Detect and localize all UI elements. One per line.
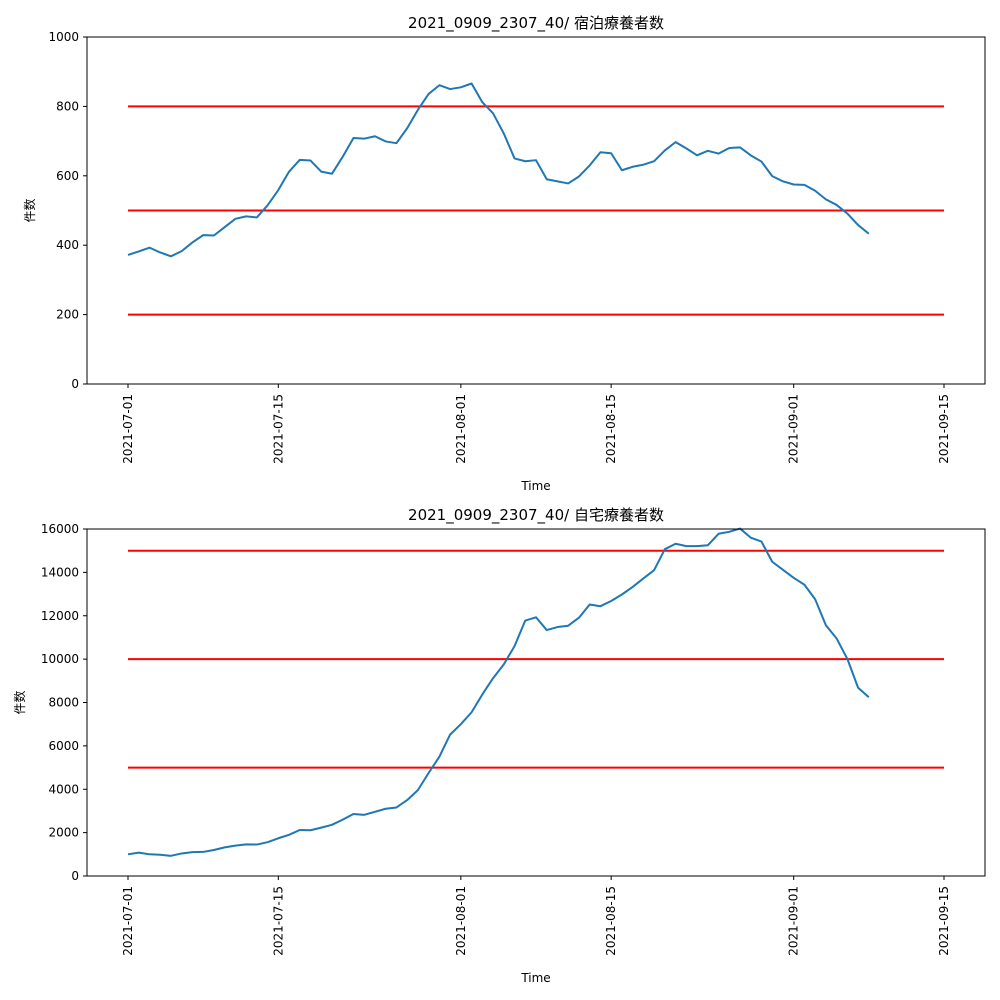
y-tick-label: 14000 — [41, 565, 79, 579]
y-tick-label: 200 — [56, 308, 79, 322]
series-line — [127, 527, 870, 857]
chart-2: 0 2000 4000 6000 8000 10000 12000 14000 16000 202… — [12, 506, 986, 985]
plot-frame — [86, 36, 986, 385]
x-axis-label: Time — [520, 971, 550, 985]
y-tick-label: 0 — [71, 869, 79, 883]
series-line — [127, 82, 870, 258]
y-tick-label: 8000 — [48, 696, 79, 710]
x-tick-label: 2021-08-01 — [454, 394, 468, 464]
y-tick-label: 0 — [71, 377, 79, 391]
y-tick-label: 2000 — [48, 826, 79, 840]
y-tick-label: 16000 — [41, 522, 79, 536]
y-tick-label: 12000 — [41, 609, 79, 623]
x-axis-label: Time — [520, 479, 550, 493]
x-tick-label: 2021-08-15 — [604, 886, 618, 956]
x-tick-label: 2021-09-15 — [937, 886, 951, 956]
x-tick-label: 2021-09-01 — [787, 886, 801, 956]
chart-1: 0 200 400 600 800 1000 2021-07-01 2021-07-15 202… — [22, 14, 986, 493]
chart-title: 2021_0909_2307_40/ 宿泊療養者数 — [408, 14, 664, 33]
y-tick-label: 1000 — [48, 30, 79, 44]
x-tick-label: 2021-09-01 — [787, 394, 801, 464]
x-tick-label: 2021-07-01 — [121, 394, 135, 464]
x-tick-label: 2021-08-01 — [454, 886, 468, 956]
x-tick-label: 2021-07-15 — [271, 394, 285, 464]
y-tick-label: 400 — [56, 238, 79, 252]
x-tick-label: 2021-09-15 — [937, 394, 951, 464]
y-axis-label: 件数 — [22, 198, 37, 222]
x-tick-label: 2021-07-15 — [271, 886, 285, 956]
y-tick-label: 6000 — [48, 739, 79, 753]
x-tick-label: 2021-08-15 — [604, 394, 618, 464]
x-tick-label: 2021-07-01 — [121, 886, 135, 956]
y-tick-label: 600 — [56, 169, 79, 183]
plot-frame — [86, 528, 986, 877]
y-axis-label: 件数 — [12, 690, 27, 714]
y-tick-label: 4000 — [48, 782, 79, 796]
y-tick-label: 10000 — [41, 652, 79, 666]
chart-title: 2021_0909_2307_40/ 自宅療養者数 — [408, 506, 664, 525]
y-tick-label: 800 — [56, 99, 79, 113]
